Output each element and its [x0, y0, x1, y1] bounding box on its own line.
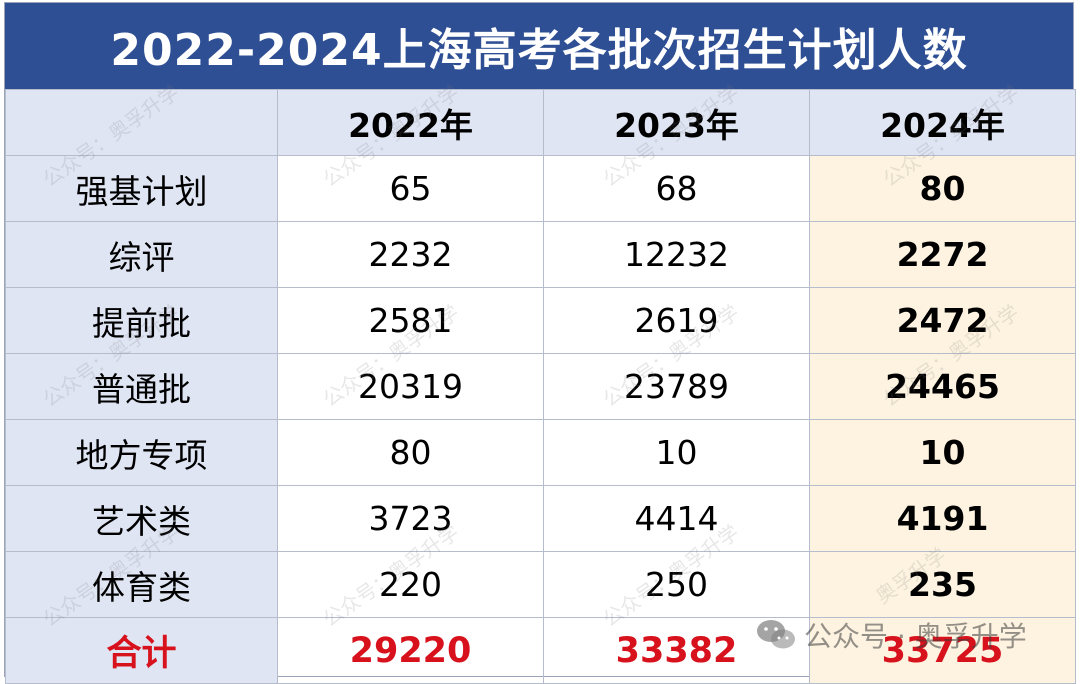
table-frame: 2022-2024上海高考各批次招生计划人数 2022年 2023年 2024年… [4, 2, 1076, 684]
header-2024: 2024年 [809, 89, 1076, 156]
total-2024: 33725 [809, 617, 1076, 684]
cell-2024: 80 [809, 155, 1076, 222]
total-row: 合计 29220 33382 33725 [5, 617, 1076, 684]
table-row: 艺术类 3723 4414 4191 [5, 485, 1076, 552]
cell-2024: 4191 [809, 485, 1076, 552]
table-row: 综评 2232 12232 2272 [5, 221, 1076, 288]
cell-2022: 80 [277, 419, 544, 486]
total-label: 合计 [5, 617, 278, 684]
header-2022: 2022年 [277, 89, 544, 156]
enrollment-table: 2022年 2023年 2024年 强基计划 65 68 80 综评 2232 … [5, 89, 1076, 684]
total-2022: 29220 [277, 617, 544, 684]
total-2023: 33382 [543, 617, 810, 684]
table-row: 体育类 220 250 235 [5, 551, 1076, 618]
cell-2023: 12232 [543, 221, 810, 288]
row-label: 地方专项 [5, 419, 278, 486]
header-corner [5, 89, 278, 156]
cell-2023: 23789 [543, 353, 810, 420]
table-row: 强基计划 65 68 80 [5, 155, 1076, 222]
cell-2024: 2472 [809, 287, 1076, 354]
cell-2022: 2232 [277, 221, 544, 288]
cell-2024: 235 [809, 551, 1076, 618]
cell-2023: 2619 [543, 287, 810, 354]
cell-2022: 3723 [277, 485, 544, 552]
table-row: 提前批 2581 2619 2472 [5, 287, 1076, 354]
row-label: 体育类 [5, 551, 278, 618]
cell-2023: 10 [543, 419, 810, 486]
table-title: 2022-2024上海高考各批次招生计划人数 [5, 3, 1073, 89]
cell-2023: 250 [543, 551, 810, 618]
cell-2024: 2272 [809, 221, 1076, 288]
row-label: 提前批 [5, 287, 278, 354]
table-row: 地方专项 80 10 10 [5, 419, 1076, 486]
row-label: 普通批 [5, 353, 278, 420]
row-label: 强基计划 [5, 155, 278, 222]
row-label: 艺术类 [5, 485, 278, 552]
cell-2024: 10 [809, 419, 1076, 486]
cell-2023: 4414 [543, 485, 810, 552]
cell-2022: 2581 [277, 287, 544, 354]
cell-2022: 20319 [277, 353, 544, 420]
row-label: 综评 [5, 221, 278, 288]
table-row: 普通批 20319 23789 24465 [5, 353, 1076, 420]
cell-2024: 24465 [809, 353, 1076, 420]
header-row: 2022年 2023年 2024年 [5, 89, 1076, 156]
cell-2023: 68 [543, 155, 810, 222]
header-2023: 2023年 [543, 89, 810, 156]
cell-2022: 220 [277, 551, 544, 618]
cell-2022: 65 [277, 155, 544, 222]
